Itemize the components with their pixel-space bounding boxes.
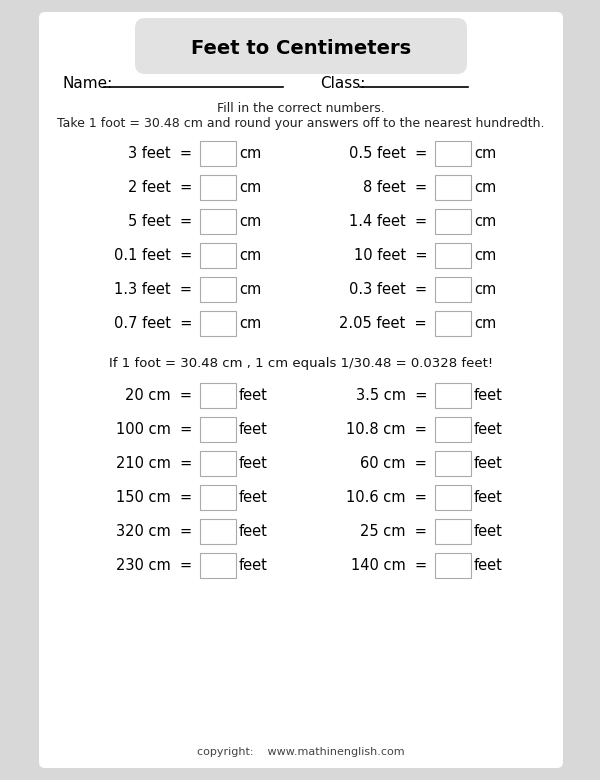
Text: feet: feet — [239, 558, 268, 573]
Text: Fill in the correct numbers.: Fill in the correct numbers. — [217, 101, 385, 115]
Text: cm: cm — [239, 146, 261, 161]
FancyBboxPatch shape — [435, 552, 471, 577]
Text: 140 cm  =: 140 cm = — [351, 558, 427, 573]
Text: cm: cm — [239, 179, 261, 194]
Text: feet: feet — [474, 388, 503, 402]
Text: 210 cm  =: 210 cm = — [116, 456, 192, 470]
Text: Name:: Name: — [62, 76, 112, 90]
FancyBboxPatch shape — [435, 484, 471, 509]
Text: If 1 foot = 30.48 cm , 1 cm equals 1/30.48 = 0.0328 feet!: If 1 foot = 30.48 cm , 1 cm equals 1/30.… — [109, 356, 493, 370]
Text: cm: cm — [474, 179, 496, 194]
Text: 2 feet  =: 2 feet = — [128, 179, 192, 194]
Text: 3 feet  =: 3 feet = — [128, 146, 192, 161]
Text: feet: feet — [239, 388, 268, 402]
FancyBboxPatch shape — [200, 417, 236, 441]
Text: 0.7 feet  =: 0.7 feet = — [113, 315, 192, 331]
FancyBboxPatch shape — [435, 519, 471, 544]
FancyBboxPatch shape — [200, 175, 236, 200]
FancyBboxPatch shape — [435, 175, 471, 200]
FancyBboxPatch shape — [200, 310, 236, 335]
Text: Feet to Centimeters: Feet to Centimeters — [191, 40, 411, 58]
Text: feet: feet — [474, 421, 503, 437]
Text: 3.5 cm  =: 3.5 cm = — [356, 388, 427, 402]
FancyBboxPatch shape — [435, 382, 471, 407]
Text: cm: cm — [239, 282, 261, 296]
Text: cm: cm — [239, 247, 261, 263]
FancyBboxPatch shape — [200, 276, 236, 302]
Text: 8 feet  =: 8 feet = — [363, 179, 427, 194]
FancyBboxPatch shape — [39, 12, 563, 768]
Text: 150 cm  =: 150 cm = — [116, 490, 192, 505]
Text: 0.1 feet  =: 0.1 feet = — [114, 247, 192, 263]
FancyBboxPatch shape — [435, 451, 471, 476]
FancyBboxPatch shape — [200, 243, 236, 268]
FancyBboxPatch shape — [135, 18, 467, 74]
Text: cm: cm — [239, 315, 261, 331]
Text: 230 cm  =: 230 cm = — [116, 558, 192, 573]
Text: cm: cm — [474, 247, 496, 263]
Text: 1.4 feet  =: 1.4 feet = — [349, 214, 427, 229]
Text: Class:: Class: — [320, 76, 365, 90]
FancyBboxPatch shape — [200, 382, 236, 407]
FancyBboxPatch shape — [200, 484, 236, 509]
Text: feet: feet — [239, 490, 268, 505]
Text: 25 cm  =: 25 cm = — [360, 523, 427, 538]
Text: cm: cm — [239, 214, 261, 229]
Text: feet: feet — [474, 523, 503, 538]
Text: feet: feet — [239, 456, 268, 470]
Text: 20 cm  =: 20 cm = — [125, 388, 192, 402]
FancyBboxPatch shape — [435, 276, 471, 302]
Text: 10 feet  =: 10 feet = — [353, 247, 427, 263]
Text: cm: cm — [474, 146, 496, 161]
FancyBboxPatch shape — [200, 519, 236, 544]
Text: 320 cm  =: 320 cm = — [116, 523, 192, 538]
Text: 0.5 feet  =: 0.5 feet = — [349, 146, 427, 161]
FancyBboxPatch shape — [435, 208, 471, 233]
Text: 10.8 cm  =: 10.8 cm = — [346, 421, 427, 437]
Text: 1.3 feet  =: 1.3 feet = — [114, 282, 192, 296]
Text: 100 cm  =: 100 cm = — [116, 421, 192, 437]
Text: cm: cm — [474, 282, 496, 296]
FancyBboxPatch shape — [200, 208, 236, 233]
FancyBboxPatch shape — [435, 310, 471, 335]
Text: feet: feet — [474, 490, 503, 505]
Text: cm: cm — [474, 214, 496, 229]
Text: feet: feet — [474, 558, 503, 573]
Text: feet: feet — [474, 456, 503, 470]
Text: 10.6 cm  =: 10.6 cm = — [346, 490, 427, 505]
Text: copyright:    www.mathinenglish.com: copyright: www.mathinenglish.com — [197, 747, 405, 757]
Text: 5 feet  =: 5 feet = — [128, 214, 192, 229]
Text: 2.05 feet  =: 2.05 feet = — [340, 315, 427, 331]
FancyBboxPatch shape — [200, 140, 236, 165]
Text: 0.3 feet  =: 0.3 feet = — [349, 282, 427, 296]
FancyBboxPatch shape — [200, 451, 236, 476]
FancyBboxPatch shape — [435, 417, 471, 441]
FancyBboxPatch shape — [435, 140, 471, 165]
FancyBboxPatch shape — [435, 243, 471, 268]
Text: Take 1 foot = 30.48 cm and round your answers off to the nearest hundredth.: Take 1 foot = 30.48 cm and round your an… — [57, 116, 545, 129]
Text: 60 cm  =: 60 cm = — [360, 456, 427, 470]
Text: cm: cm — [474, 315, 496, 331]
Text: feet: feet — [239, 421, 268, 437]
Text: feet: feet — [239, 523, 268, 538]
FancyBboxPatch shape — [200, 552, 236, 577]
